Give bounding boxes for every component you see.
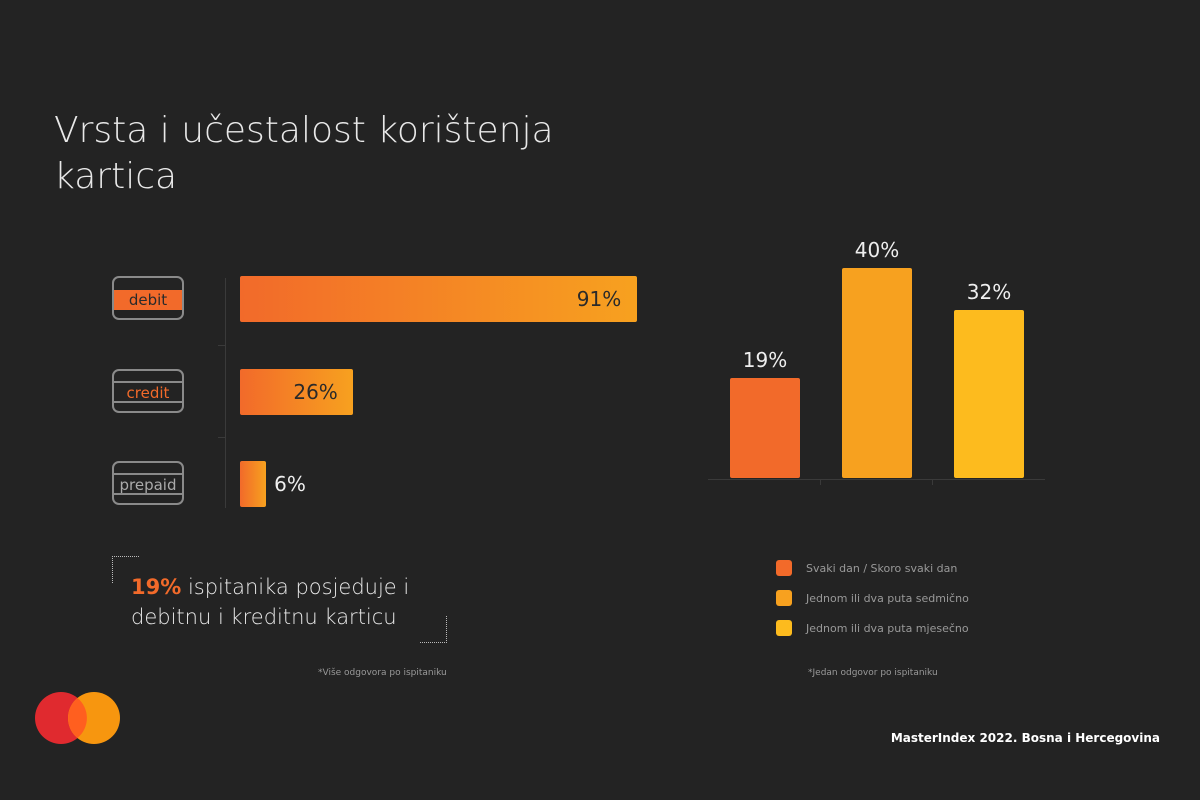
page-title: Vrsta i učestalost korištenja kartica [54, 110, 554, 197]
legend-label: Jednom ili dva puta mjesečno [806, 621, 969, 635]
value-label: 6% [274, 472, 306, 496]
bar-1 [730, 378, 800, 478]
card-icon-credit: credit [112, 369, 184, 413]
bar-2 [842, 268, 912, 478]
legend-swatch [776, 560, 792, 576]
legend-item: Jednom ili dva puta sedmično [776, 590, 969, 606]
card-icon-prepaid: prepaid [112, 461, 184, 505]
value-label: 19% [742, 348, 788, 373]
value-label: 40% [854, 238, 900, 262]
left-axis-tick [218, 437, 225, 438]
bottom-axis-tick [820, 479, 821, 485]
callout-highlight: 19% [131, 575, 182, 599]
bottom-axis-tick [932, 479, 933, 485]
value-label: 32% [966, 280, 1012, 304]
bar-prepaid [240, 461, 267, 507]
left-axis [225, 278, 226, 508]
bar-debit [240, 276, 637, 322]
callout-line1: ispitanika posjeduje i [181, 575, 410, 599]
legend-item: Jednom ili dva puta mjesečno [776, 620, 969, 636]
left-axis-tick [218, 345, 225, 346]
legend-label: Svaki dan / Skoro svaki dan [806, 561, 958, 575]
category-label: prepaid [119, 476, 177, 494]
callout-corner-bottom [420, 616, 447, 643]
callout-corner-top [112, 556, 139, 583]
card-icon-debit: debit [112, 276, 184, 320]
bottom-axis [708, 479, 1045, 480]
category-label: credit [126, 384, 170, 402]
legend-item: Svaki dan / Skoro svaki dan [776, 560, 957, 576]
mastercard-logo-icon [35, 692, 120, 744]
category-label: debit [114, 290, 182, 310]
value-label: 91% [576, 287, 622, 311]
value-label: 26% [293, 380, 338, 404]
legend-swatch [776, 590, 792, 606]
callout-line2: debitnu i kreditnu karticu [131, 605, 397, 629]
right-note: *Jedan odgovor po ispitaniku [808, 668, 938, 678]
left-note: *Više odgovora po ispitaniku [318, 668, 447, 678]
legend-swatch [776, 620, 792, 636]
legend-label: Jednom ili dva puta sedmično [806, 591, 969, 605]
footer-source: MasterIndex 2022. Bosna i Hercegovina [890, 731, 1160, 745]
callout-text: 19% ispitanika posjeduje i debitnu i kre… [131, 572, 409, 632]
bar-credit [240, 369, 354, 415]
bar-3 [954, 310, 1024, 478]
